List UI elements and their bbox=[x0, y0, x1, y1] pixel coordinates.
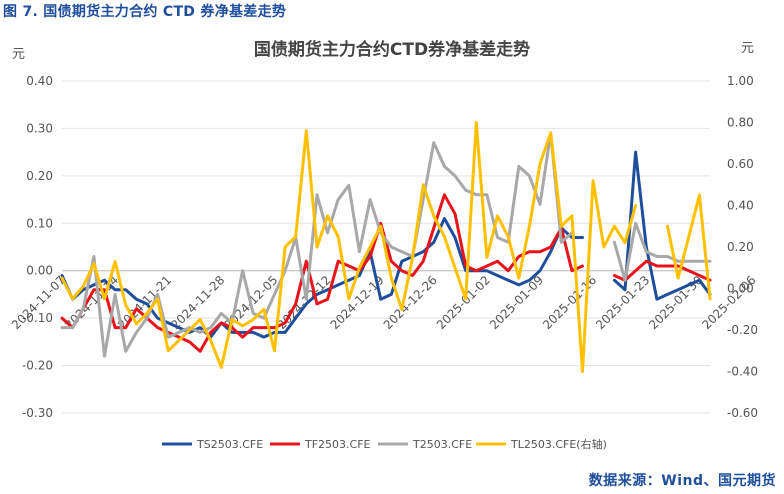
y-tick-label-left: 0.10 bbox=[26, 216, 53, 230]
legend-label: TS2503.CFE bbox=[196, 438, 263, 451]
y-axis-left: 0.40 0.30 0.20 0.10 0.00 -0.10 -0.20 -0.30 bbox=[22, 74, 53, 420]
y-tick-label-right: 0.40 bbox=[727, 199, 754, 213]
series-line-segment bbox=[60, 193, 584, 353]
y-tick-label-left: 0.40 bbox=[26, 74, 53, 88]
y-axis-unit-right: 元 bbox=[741, 41, 754, 56]
legend-label: TL2503.CFE(右轴) bbox=[510, 437, 607, 451]
legend-label: TF2503.CFE bbox=[304, 438, 371, 451]
x-tick-label: 2025-01-02 bbox=[434, 273, 493, 332]
y-tick-label-right: -0.60 bbox=[727, 406, 758, 420]
y-tick-label-left: 0.30 bbox=[26, 121, 53, 135]
x-tick-label: 2024-12-26 bbox=[381, 273, 440, 332]
y-axis-right: 1.00 0.80 0.60 0.40 0.20 0.00 -0.20 -0.40 -0.60 bbox=[727, 74, 758, 420]
figure-caption: 图 7. 国债期货主力合约 CTD 券净基差走势 bbox=[3, 4, 287, 20]
y-axis-unit-left: 元 bbox=[12, 47, 25, 62]
y-tick-label-right: 0.60 bbox=[727, 157, 754, 171]
y-tick-label-left: -0.30 bbox=[22, 406, 53, 420]
y-tick-label-left: -0.20 bbox=[22, 359, 53, 373]
series-tl2503-cfe- bbox=[60, 121, 712, 373]
series-lines bbox=[60, 121, 712, 373]
series-line-segment bbox=[60, 121, 638, 373]
series-line-segment bbox=[612, 221, 712, 282]
legend-label: T2503.CFE bbox=[412, 438, 472, 451]
x-tick-label: 2025-01-09 bbox=[487, 273, 546, 332]
y-tick-label-left: 0.00 bbox=[26, 264, 53, 278]
y-tick-label-left: 0.20 bbox=[26, 169, 53, 183]
series-line-segment bbox=[60, 131, 574, 358]
chart-title: 国债期货主力合约CTD券净基差走势 bbox=[254, 39, 530, 60]
series-tf2503-cfe bbox=[60, 193, 712, 353]
y-tick-label-right: 0.00 bbox=[727, 282, 754, 296]
x-tick-label: 2025-01-23 bbox=[593, 273, 652, 332]
series-line-segment bbox=[612, 259, 712, 282]
y-tick-label-right: 0.20 bbox=[727, 240, 754, 254]
y-tick-label-left: -0.10 bbox=[22, 311, 53, 325]
series-line-segment bbox=[60, 217, 584, 339]
y-tick-label-right: 0.80 bbox=[727, 116, 754, 130]
legend: TS2503.CFE TF2503.CFE T2503.CFE TL2503.CFE(… bbox=[162, 437, 607, 451]
x-tick-label: 2025-01-16 bbox=[540, 273, 599, 332]
series-line-segment bbox=[666, 193, 712, 301]
y-tick-label-right: -0.40 bbox=[727, 365, 758, 379]
y-tick-label-right: 1.00 bbox=[727, 74, 754, 88]
source-note: 数据来源：Wind、国元期货 bbox=[588, 473, 776, 489]
y-tick-label-right: -0.20 bbox=[727, 323, 758, 337]
